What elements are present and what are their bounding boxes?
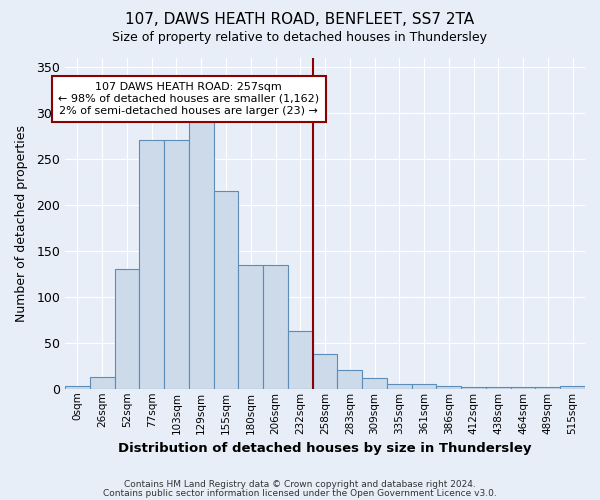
Bar [560, 386, 585, 389]
Bar [164, 140, 189, 389]
Bar [90, 377, 115, 389]
Bar [412, 384, 436, 389]
Text: 107, DAWS HEATH ROAD, BENFLEET, SS7 2TA: 107, DAWS HEATH ROAD, BENFLEET, SS7 2TA [125, 12, 475, 28]
Bar [313, 354, 337, 389]
Bar [337, 370, 362, 389]
Text: Contains public sector information licensed under the Open Government Licence v3: Contains public sector information licen… [103, 489, 497, 498]
Bar [511, 387, 535, 389]
Bar [535, 387, 560, 389]
Bar [362, 378, 387, 389]
Bar [65, 386, 90, 389]
Text: 107 DAWS HEATH ROAD: 257sqm
← 98% of detached houses are smaller (1,162)
2% of s: 107 DAWS HEATH ROAD: 257sqm ← 98% of det… [58, 82, 319, 116]
Bar [436, 386, 461, 389]
Bar [115, 269, 139, 389]
Bar [139, 140, 164, 389]
Text: Size of property relative to detached houses in Thundersley: Size of property relative to detached ho… [113, 31, 487, 44]
Bar [387, 384, 412, 389]
Bar [263, 264, 288, 389]
Bar [238, 264, 263, 389]
Bar [189, 122, 214, 389]
Bar [461, 387, 486, 389]
Bar [288, 331, 313, 389]
X-axis label: Distribution of detached houses by size in Thundersley: Distribution of detached houses by size … [118, 442, 532, 455]
Bar [214, 191, 238, 389]
Y-axis label: Number of detached properties: Number of detached properties [15, 124, 28, 322]
Text: Contains HM Land Registry data © Crown copyright and database right 2024.: Contains HM Land Registry data © Crown c… [124, 480, 476, 489]
Bar [486, 387, 511, 389]
